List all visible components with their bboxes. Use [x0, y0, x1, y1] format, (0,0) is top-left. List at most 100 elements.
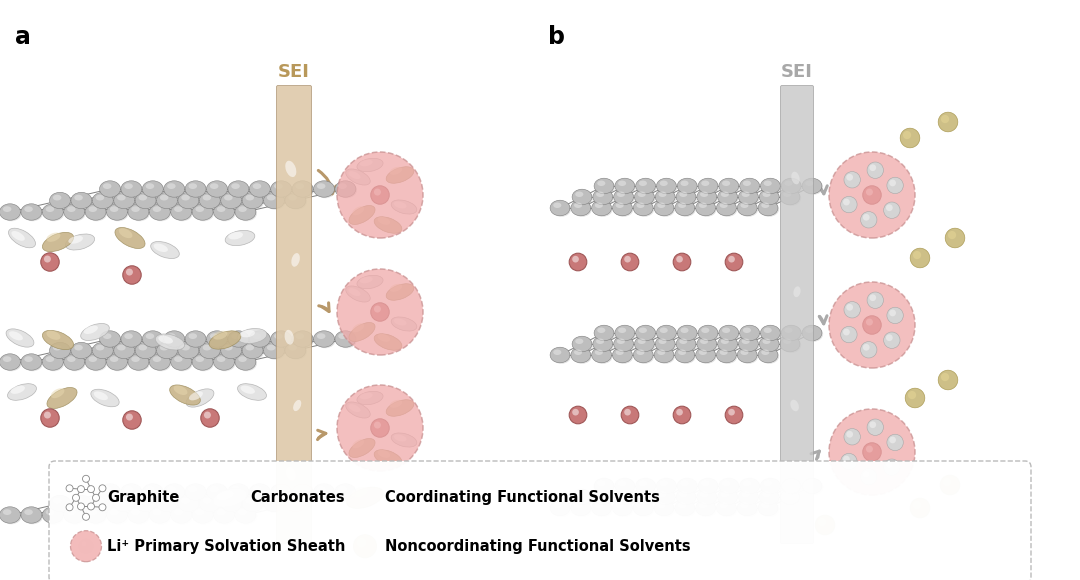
Circle shape	[867, 162, 883, 179]
Ellipse shape	[592, 500, 611, 516]
Ellipse shape	[135, 495, 156, 512]
Ellipse shape	[696, 200, 715, 216]
Ellipse shape	[352, 206, 364, 215]
Ellipse shape	[804, 326, 823, 342]
Ellipse shape	[781, 325, 801, 341]
Ellipse shape	[615, 478, 635, 494]
Ellipse shape	[181, 498, 190, 503]
Circle shape	[621, 253, 638, 271]
Ellipse shape	[229, 332, 251, 348]
Ellipse shape	[697, 501, 717, 517]
Ellipse shape	[251, 332, 271, 348]
Circle shape	[82, 475, 90, 483]
Ellipse shape	[201, 193, 221, 210]
Ellipse shape	[293, 400, 301, 411]
Ellipse shape	[23, 205, 43, 221]
Ellipse shape	[349, 322, 375, 342]
Ellipse shape	[676, 489, 696, 505]
Ellipse shape	[390, 284, 402, 292]
Ellipse shape	[675, 347, 694, 363]
Circle shape	[905, 388, 924, 408]
Ellipse shape	[781, 190, 801, 206]
Ellipse shape	[93, 193, 113, 209]
Ellipse shape	[802, 325, 822, 341]
Ellipse shape	[228, 484, 248, 500]
Ellipse shape	[637, 191, 646, 197]
Circle shape	[725, 253, 743, 271]
Ellipse shape	[66, 234, 95, 250]
Ellipse shape	[659, 339, 666, 344]
Ellipse shape	[65, 508, 85, 524]
Ellipse shape	[656, 336, 675, 352]
Circle shape	[624, 409, 631, 415]
Ellipse shape	[720, 326, 740, 342]
Circle shape	[673, 253, 691, 271]
Ellipse shape	[150, 355, 172, 371]
Ellipse shape	[53, 345, 62, 350]
Text: b: b	[548, 25, 565, 49]
Ellipse shape	[633, 500, 653, 516]
Ellipse shape	[572, 189, 592, 205]
Ellipse shape	[222, 193, 243, 210]
Circle shape	[869, 294, 876, 301]
Ellipse shape	[179, 496, 200, 513]
Ellipse shape	[225, 230, 255, 245]
Circle shape	[41, 409, 59, 427]
Ellipse shape	[132, 356, 139, 362]
Text: Coordinating Functional Solvents: Coordinating Functional Solvents	[384, 490, 660, 505]
Circle shape	[624, 256, 631, 263]
Circle shape	[886, 204, 893, 211]
Ellipse shape	[738, 200, 757, 216]
Circle shape	[840, 197, 858, 213]
Circle shape	[126, 414, 133, 420]
Ellipse shape	[338, 334, 347, 339]
Ellipse shape	[127, 507, 149, 523]
Ellipse shape	[639, 180, 647, 186]
Ellipse shape	[720, 479, 740, 495]
Ellipse shape	[293, 331, 313, 347]
Ellipse shape	[75, 345, 83, 350]
Ellipse shape	[288, 498, 297, 503]
Ellipse shape	[657, 190, 676, 206]
Ellipse shape	[238, 328, 267, 343]
Ellipse shape	[46, 387, 77, 408]
Ellipse shape	[553, 502, 562, 508]
Ellipse shape	[761, 202, 769, 208]
Ellipse shape	[335, 484, 355, 500]
Ellipse shape	[165, 182, 186, 198]
Circle shape	[863, 443, 881, 461]
Ellipse shape	[314, 182, 336, 198]
Ellipse shape	[67, 356, 76, 362]
Ellipse shape	[636, 325, 656, 341]
Ellipse shape	[550, 200, 570, 216]
Ellipse shape	[701, 180, 710, 186]
Ellipse shape	[100, 182, 122, 198]
Ellipse shape	[719, 202, 728, 208]
Circle shape	[44, 412, 51, 419]
Ellipse shape	[239, 356, 247, 362]
Circle shape	[728, 409, 734, 415]
Circle shape	[66, 485, 73, 492]
Ellipse shape	[119, 229, 133, 238]
Ellipse shape	[274, 486, 283, 492]
Ellipse shape	[573, 190, 593, 206]
Ellipse shape	[124, 183, 133, 189]
Ellipse shape	[613, 348, 634, 364]
Ellipse shape	[697, 336, 717, 352]
Ellipse shape	[739, 348, 758, 364]
Ellipse shape	[741, 502, 748, 508]
FancyBboxPatch shape	[781, 85, 813, 543]
Circle shape	[337, 269, 423, 355]
Circle shape	[889, 310, 896, 316]
Ellipse shape	[149, 204, 171, 220]
Ellipse shape	[572, 336, 592, 352]
Ellipse shape	[43, 355, 65, 371]
Ellipse shape	[144, 485, 164, 501]
Ellipse shape	[245, 345, 254, 350]
Ellipse shape	[595, 350, 603, 355]
Ellipse shape	[296, 486, 305, 492]
Ellipse shape	[780, 336, 800, 352]
Ellipse shape	[760, 190, 780, 206]
Ellipse shape	[659, 191, 666, 197]
Ellipse shape	[103, 486, 111, 492]
